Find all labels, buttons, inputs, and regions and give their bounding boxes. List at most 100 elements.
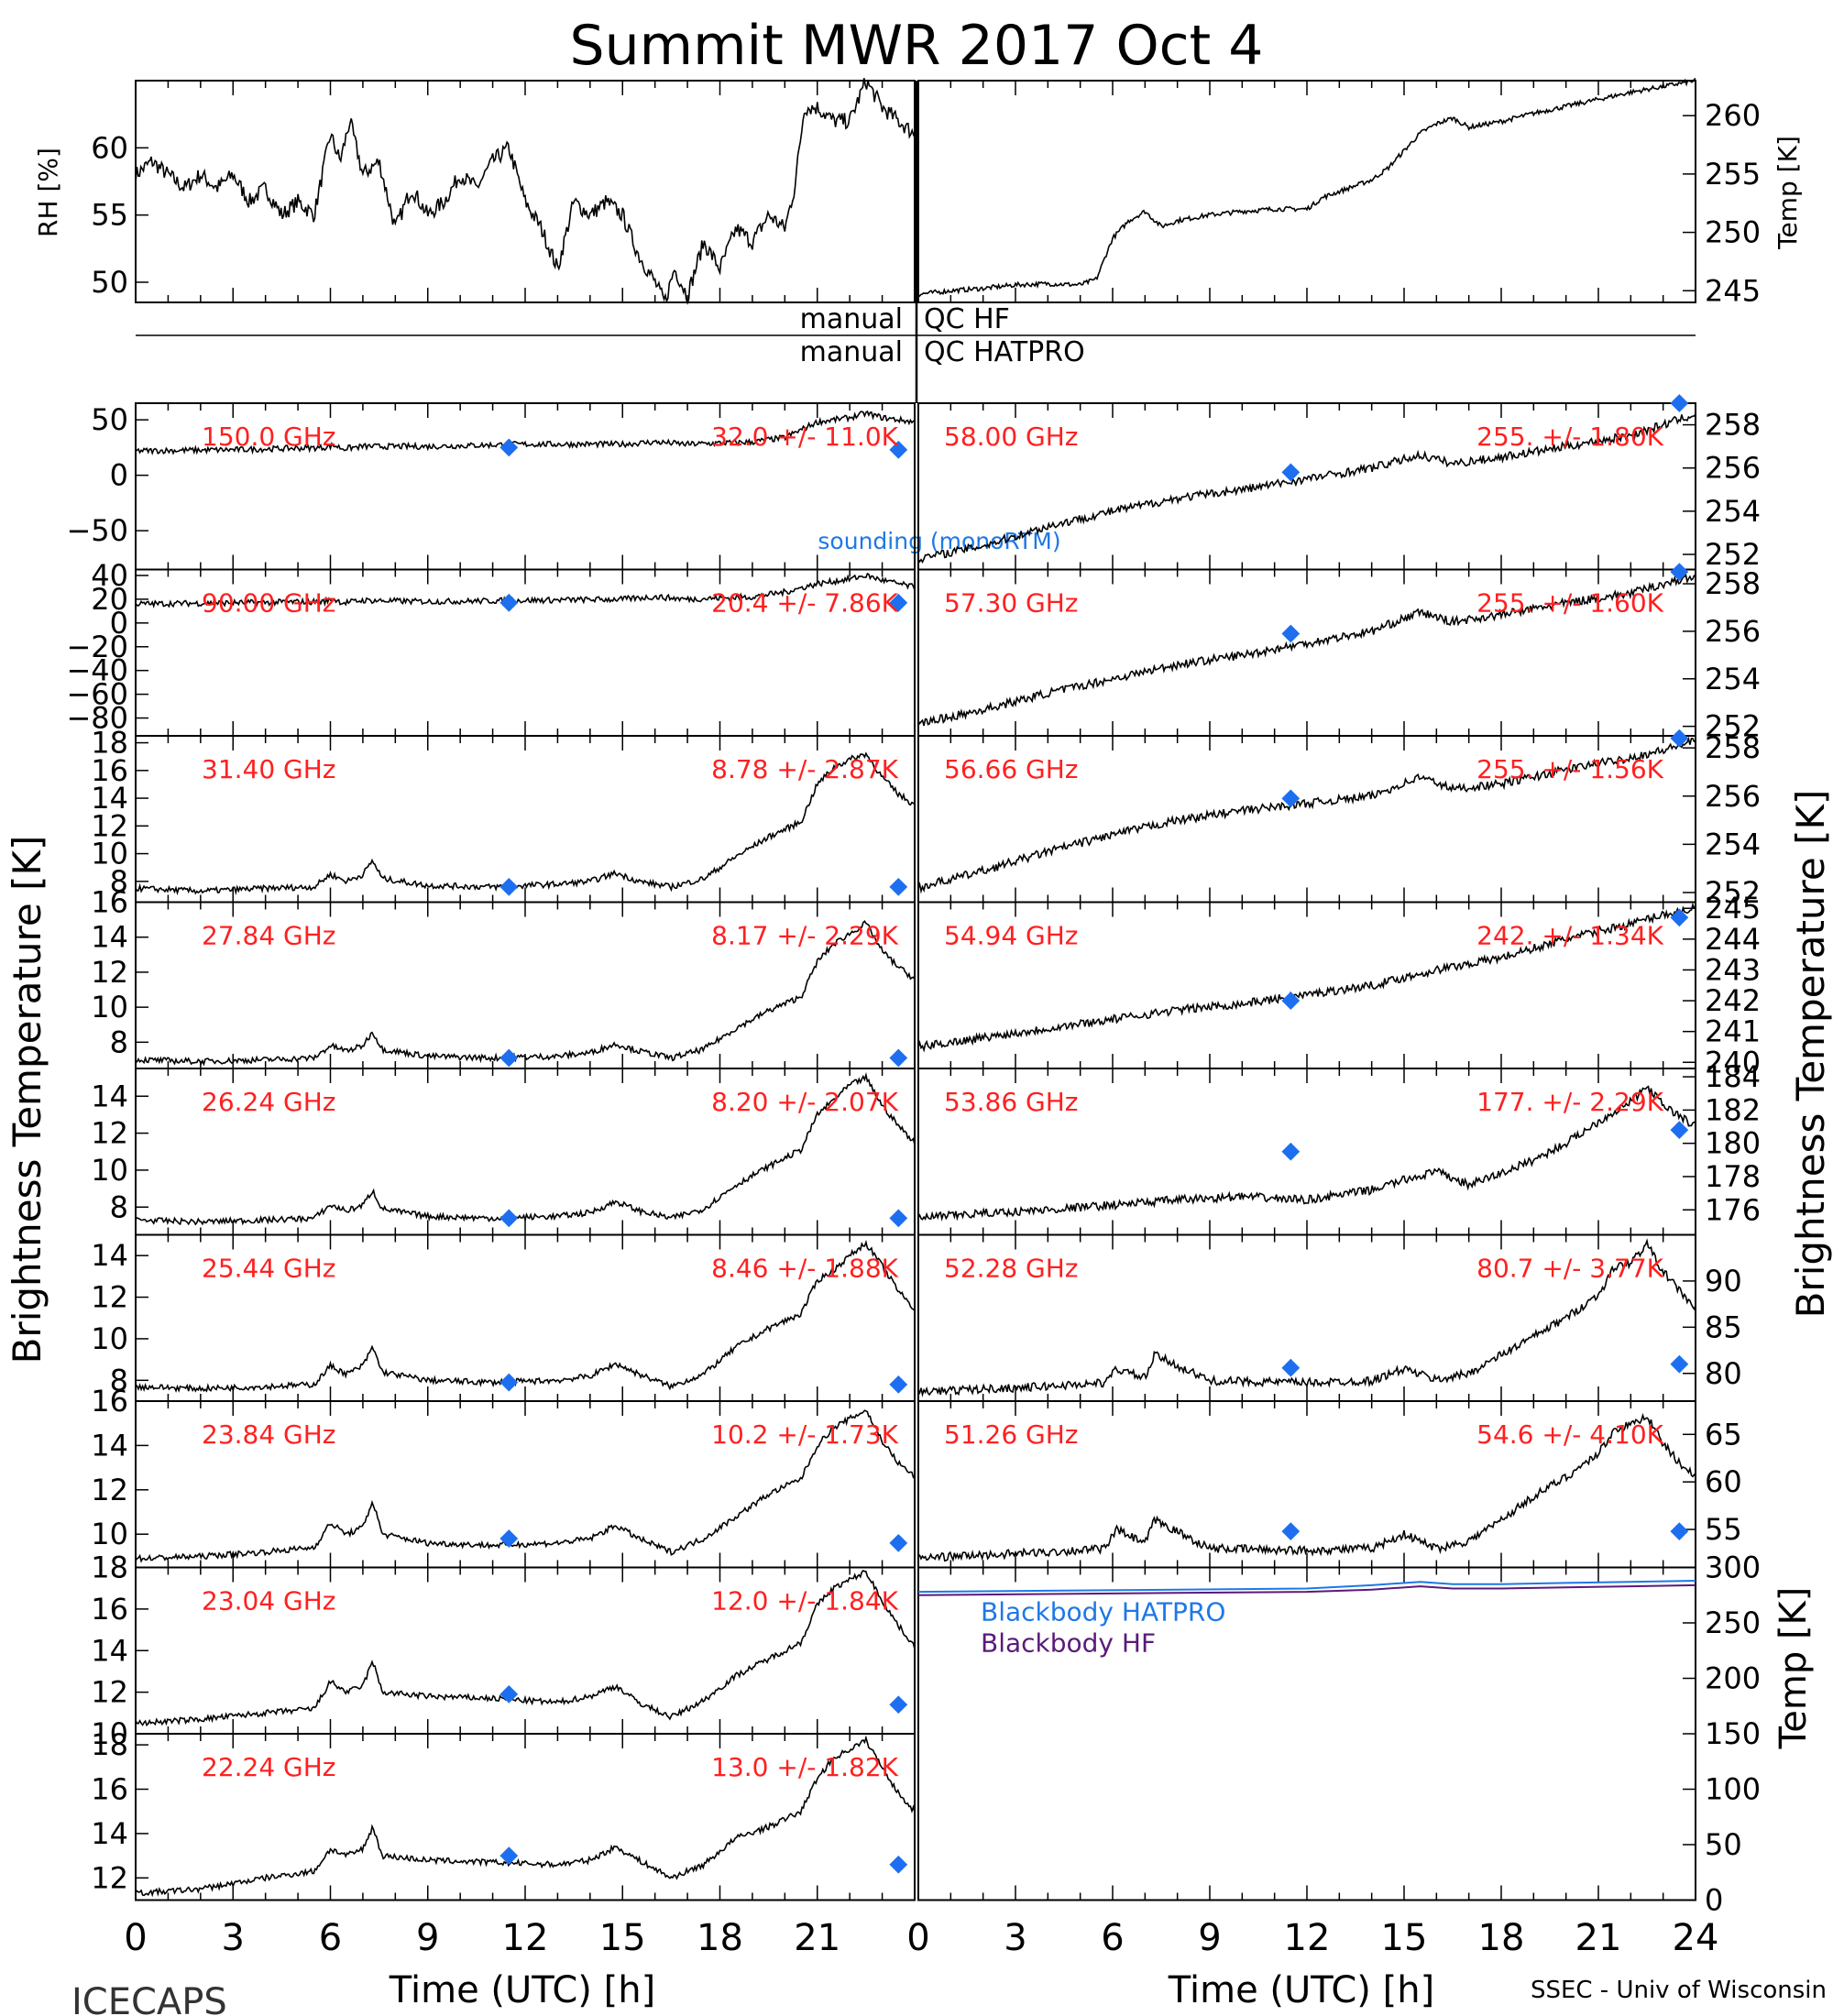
ch-left-2-ytick-label: 10	[91, 837, 128, 871]
channel-stat: 80.7 +/- 3.77K	[1476, 1254, 1663, 1284]
temp-ytick-label: 260	[1705, 98, 1761, 133]
ch-right-3-ytick-label: 242	[1705, 983, 1761, 1018]
sounding-marker	[1281, 992, 1301, 1010]
channel-stat: 8.78 +/- 2.87K	[711, 754, 898, 784]
sounding-marker	[1670, 1354, 1689, 1374]
sounding-marker	[1670, 1522, 1689, 1540]
sounding-marker	[499, 593, 519, 612]
channel-stat: 8.20 +/- 2.07K	[711, 1087, 898, 1117]
sounding-marker	[889, 1855, 908, 1874]
channel-stat: 32.0 +/- 11.0K	[711, 422, 898, 452]
blackbody-hf-label: Blackbody HF	[981, 1628, 1156, 1659]
channel-frequency: 54.94 GHz	[944, 921, 1079, 951]
x-tick-label-right: 6	[1101, 1917, 1124, 1959]
ch-right-3-ytick-label: 241	[1705, 1014, 1761, 1049]
channel-frequency: 22.24 GHz	[202, 1752, 336, 1782]
ch-left-7-ytick-label: 10	[91, 1716, 128, 1751]
sounding-marker	[1670, 394, 1689, 412]
ch-left-7-ytick-label: 14	[91, 1633, 128, 1668]
blackbody-ytick-label: 0	[1705, 1883, 1723, 1918]
ch-right-4-ytick-label: 180	[1705, 1126, 1761, 1161]
ch-right-4-ytick-label: 182	[1705, 1092, 1761, 1127]
ch-left-2-ytick-label: 14	[91, 781, 128, 816]
ch-left-1-ytick-label: 20	[91, 582, 128, 617]
ch-left-8-ytick-label: 12	[91, 1860, 128, 1895]
ch-right-3-ytick-label: 245	[1705, 891, 1761, 926]
sounding-marker	[889, 1695, 908, 1715]
channel-stat: 255. +/- 1.56K	[1476, 754, 1663, 784]
channel-frequency: 150.0 GHz	[202, 422, 336, 452]
blackbody-ytick-label: 150	[1705, 1716, 1761, 1751]
tb-trace-left-5	[135, 1239, 916, 1393]
channel-frequency: 23.04 GHz	[202, 1586, 336, 1616]
sounding-marker	[1281, 1142, 1301, 1161]
temp-axis-label: Temp [K]	[1773, 136, 1803, 250]
ch-left-3-ytick-label: 14	[91, 920, 128, 955]
ch-right-4-ytick-label: 176	[1705, 1192, 1761, 1227]
right-y-label: Brightness Temperature [K]	[1788, 790, 1833, 1319]
x-tick-label-left: 9	[416, 1917, 439, 1959]
temp-ytick-label: 245	[1705, 273, 1761, 308]
blackbody-ytick-label: 50	[1705, 1827, 1742, 1862]
ch-right-0-ytick-label: 258	[1705, 408, 1761, 443]
ch-left-0-ytick-label: −50	[66, 513, 128, 548]
x-tick-label-left: 12	[502, 1917, 549, 1959]
sounding-marker	[499, 877, 519, 896]
sounding-marker	[889, 877, 908, 896]
ch-left-3-ytick-label: 16	[91, 885, 128, 920]
channel-stat: 177. +/- 2.29K	[1476, 1087, 1663, 1117]
x-tick-label-right: 3	[1004, 1917, 1026, 1959]
ch-left-2-ytick-label: 12	[91, 808, 128, 843]
blackbody-hf-line	[917, 1583, 1696, 1596]
sounding-marker	[1281, 789, 1301, 808]
temperature-trace	[917, 77, 1696, 298]
x-tick-label-left: 3	[222, 1917, 245, 1959]
ch-left-5-ytick-label: 12	[91, 1280, 128, 1315]
tb-trace-left-3	[135, 920, 916, 1067]
tb-trace-left-4	[135, 1071, 916, 1226]
sounding-marker	[499, 1684, 519, 1704]
blackbody-ytick-label: 300	[1705, 1550, 1761, 1585]
channel-frequency: 23.84 GHz	[202, 1419, 336, 1450]
channel-frequency: 51.26 GHz	[944, 1419, 1079, 1450]
ch-left-5-ytick-label: 10	[91, 1321, 128, 1356]
ch-left-7-ytick-label: 18	[91, 1550, 128, 1585]
ch-left-4-ytick-label: 8	[110, 1189, 128, 1224]
temp-ytick-label: 255	[1705, 157, 1761, 192]
ch-left-1-ytick-label: −40	[66, 653, 128, 688]
ch-right-1-ytick-label: 258	[1705, 566, 1761, 601]
tb-trace-left-7	[135, 1570, 916, 1727]
sounding-marker	[889, 1209, 908, 1228]
sounding-marker	[1670, 729, 1689, 748]
sounding-marker	[499, 1846, 519, 1865]
x-axis-label-left: Time (UTC) [h]	[389, 1969, 655, 2011]
rh-panel	[135, 80, 916, 303]
qc-hf-label: QC HF	[924, 303, 1010, 335]
ch-left-6-ytick-label: 14	[91, 1428, 128, 1463]
ch-right-4-ytick-label: 184	[1705, 1059, 1761, 1094]
ch-right-3-ytick-label: 240	[1705, 1045, 1761, 1079]
sounding-marker	[1670, 563, 1689, 581]
ch-right-5-ytick-label: 80	[1705, 1356, 1742, 1391]
sounding-marker	[1670, 908, 1689, 927]
rh-trace	[135, 78, 916, 305]
ch-left-2-ytick-label: 18	[91, 726, 128, 761]
x-tick-label-right: 15	[1381, 1917, 1428, 1959]
ch-left-1-ytick-label: −80	[66, 701, 128, 736]
tb-trace-right-6	[917, 1412, 1696, 1562]
sounding-marker	[889, 593, 908, 612]
sounding-marker	[889, 1375, 908, 1394]
rh-axis-label: RH [%]	[33, 148, 63, 237]
ch-right-2-ytick-label: 256	[1705, 779, 1761, 814]
channel-stat: 20.4 +/- 7.86K	[711, 588, 898, 619]
sounding-marker	[889, 440, 908, 459]
ch-left-4-ytick-label: 10	[91, 1153, 128, 1188]
tb-trace-right-2	[917, 736, 1696, 894]
sounding-marker	[499, 1529, 519, 1548]
ch-right-0-ytick-label: 252	[1705, 537, 1761, 572]
sounding-marker	[499, 1209, 519, 1228]
channel-stat: 255. +/- 1.60K	[1476, 588, 1663, 619]
ch-left-7-ytick-label: 16	[91, 1592, 128, 1627]
tb-trace-right-1	[917, 573, 1696, 727]
